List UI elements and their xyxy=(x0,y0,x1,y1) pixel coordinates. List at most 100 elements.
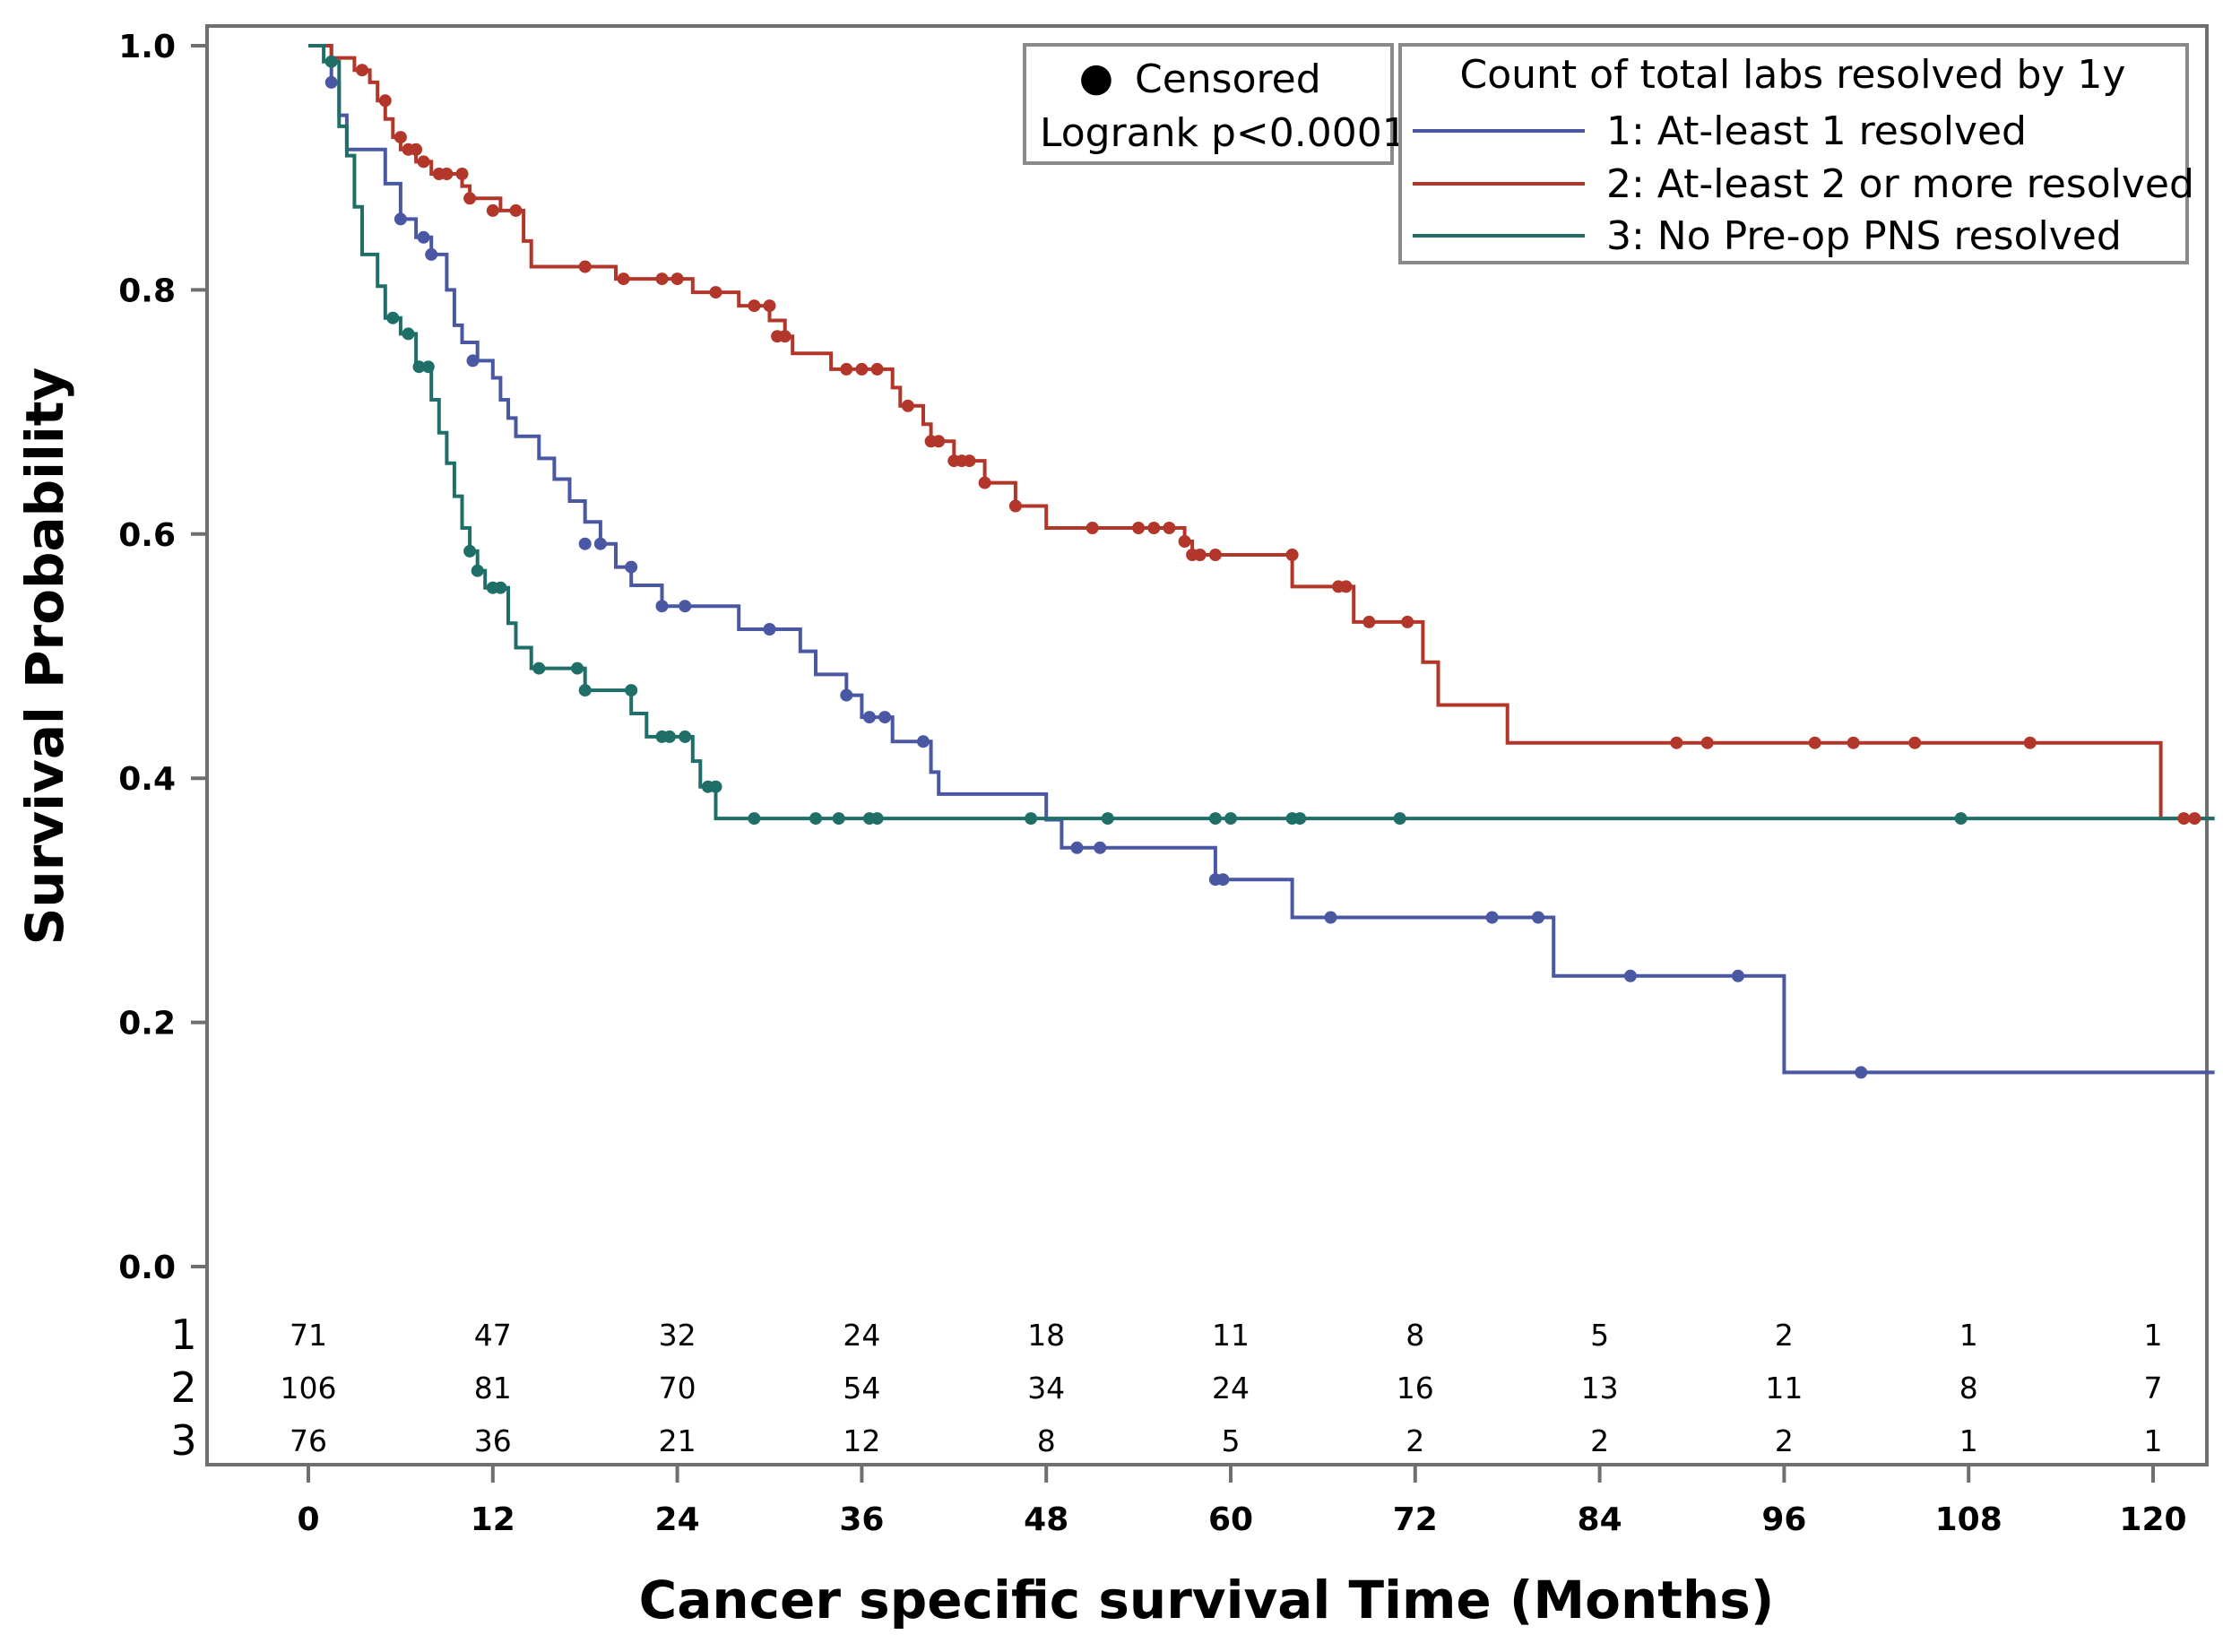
censor-legend-symbol: ● xyxy=(1079,55,1113,100)
legend-label-group-2: 2: At-least 2 or more resolved xyxy=(1606,161,2194,207)
censor-mark-group-3 xyxy=(463,544,477,558)
risk-count: 16 xyxy=(1397,1371,1434,1405)
risk-count: 21 xyxy=(659,1423,696,1458)
censor-mark-group-2 xyxy=(1908,736,1922,749)
censor-mark-group-3 xyxy=(471,564,484,577)
censor-mark-group-1 xyxy=(679,600,692,613)
censor-mark-group-2 xyxy=(1808,736,1821,749)
risk-count: 24 xyxy=(1212,1371,1250,1405)
x-tick-label: 0 xyxy=(297,1501,319,1538)
risk-count: 8 xyxy=(1037,1423,1056,1458)
risk-count: 2 xyxy=(1775,1318,1794,1353)
censor-mark-group-1 xyxy=(324,75,338,89)
censor-mark-group-2 xyxy=(1132,522,1146,534)
censor-mark-group-1 xyxy=(1485,911,1499,924)
risk-count: 5 xyxy=(1590,1318,1609,1353)
censor-mark-group-3 xyxy=(832,812,845,826)
censor-mark-group-2 xyxy=(417,155,430,169)
risk-count: 106 xyxy=(281,1371,337,1405)
censor-mark-group-1 xyxy=(917,735,930,748)
censor-mark-group-3 xyxy=(625,684,638,697)
y-tick-label: 0.2 xyxy=(118,1006,176,1042)
censor-mark-group-1 xyxy=(1532,911,1544,924)
censor-mark-group-2 xyxy=(709,286,722,299)
censor-mark-group-1 xyxy=(1070,841,1084,854)
risk-count: 2 xyxy=(1775,1423,1794,1458)
risk-group-label: 1 xyxy=(170,1310,196,1359)
legend-title: Count of total labs resolved by 1y xyxy=(1460,52,2126,98)
risk-count: 71 xyxy=(290,1318,327,1353)
risk-group-label: 2 xyxy=(170,1363,196,1412)
censor-mark-group-1 xyxy=(466,354,480,368)
x-tick-label: 120 xyxy=(2119,1501,2186,1538)
censor-mark-group-1 xyxy=(1324,911,1337,924)
x-tick-label: 24 xyxy=(655,1501,700,1538)
censor-mark-group-3 xyxy=(748,812,761,826)
censor-mark-group-1 xyxy=(878,711,892,724)
logrank-test-label: Logrank p<0.0001 xyxy=(1040,110,1407,156)
risk-count: 24 xyxy=(843,1318,880,1353)
censor-mark-group-3 xyxy=(412,360,426,374)
risk-count: 5 xyxy=(1222,1423,1241,1458)
x-tick-label: 108 xyxy=(1935,1501,2002,1538)
risk-count: 1 xyxy=(2144,1318,2163,1353)
legend-label-group-1: 1: At-least 1 resolved xyxy=(1606,108,2027,154)
risk-count: 76 xyxy=(290,1423,327,1458)
x-tick-label: 36 xyxy=(839,1501,884,1538)
risk-count: 8 xyxy=(1959,1371,1978,1405)
x-axis-title: Cancer specific survival Time (Months) xyxy=(639,1570,1775,1630)
censor-mark-group-1 xyxy=(394,212,407,226)
risk-count: 2 xyxy=(1406,1423,1424,1458)
risk-count: 32 xyxy=(659,1318,696,1353)
censor-mark-group-2 xyxy=(578,260,592,273)
censor-mark-group-3 xyxy=(870,812,884,826)
censor-mark-group-2 xyxy=(870,362,884,376)
censor-mark-group-3 xyxy=(324,55,338,68)
y-axis: 0.0 0.2 0.4 0.6 0.8 1.0 xyxy=(118,29,207,1286)
x-axis: 0 12 24 36 48 60 72 84 96 108 120 xyxy=(297,1465,2187,1538)
censor-mark-group-2 xyxy=(2023,736,2037,749)
risk-count: 2 xyxy=(1590,1423,1609,1458)
risk-count: 36 xyxy=(474,1423,512,1458)
censor-mark-group-2 xyxy=(1208,549,1222,561)
censor-mark-group-3 xyxy=(1954,812,1968,826)
censor-mark-group-2 xyxy=(2177,812,2191,826)
censor-mark-group-2 xyxy=(463,192,477,205)
censor-mark-group-2 xyxy=(932,435,946,448)
censor-mark-group-2 xyxy=(394,131,407,144)
plot-frame xyxy=(205,24,2209,1466)
censor-mark-group-2 xyxy=(1339,580,1353,593)
censor-mark-group-2 xyxy=(1178,535,1191,548)
censor-mark-group-2 xyxy=(978,476,991,489)
risk-count: 1 xyxy=(2144,1423,2163,1458)
censor-mark-group-2 xyxy=(855,362,869,376)
x-tick-label: 48 xyxy=(1024,1501,1068,1538)
censor-mark-group-2 xyxy=(1700,736,1714,749)
risk-count: 11 xyxy=(1765,1371,1803,1405)
censor-mark-group-3 xyxy=(1393,812,1406,826)
censor-mark-group-3 xyxy=(494,581,507,594)
censor-mark-group-2 xyxy=(486,203,499,217)
censor-mark-group-3 xyxy=(1025,812,1038,826)
risk-count: 7 xyxy=(2144,1371,2163,1405)
y-tick-label: 0.6 xyxy=(118,517,176,554)
censor-mark-group-1 xyxy=(1623,969,1637,982)
legend-label-group-3: 3: No Pre-op PNS resolved xyxy=(1606,213,2122,259)
censor-mark-group-2 xyxy=(901,399,914,412)
censor-mark-group-1 xyxy=(417,230,430,244)
censor-mark-group-3 xyxy=(421,360,435,374)
risk-count: 12 xyxy=(843,1423,880,1458)
x-tick-label: 72 xyxy=(1393,1501,1438,1538)
risk-group-label: 3 xyxy=(170,1416,196,1465)
censor-mark-group-2 xyxy=(1847,736,1860,749)
risk-count: 70 xyxy=(659,1371,696,1405)
censor-mark-group-2 xyxy=(1086,522,1099,534)
y-tick-label: 1.0 xyxy=(118,29,176,65)
censor-mark-group-1 xyxy=(655,600,669,613)
censor-mark-group-2 xyxy=(1147,522,1161,534)
censor-mark-group-2 xyxy=(356,64,368,77)
risk-count: 34 xyxy=(1027,1371,1065,1405)
survival-curve-group-3 xyxy=(308,44,2215,821)
censor-mark-group-3 xyxy=(571,662,584,675)
